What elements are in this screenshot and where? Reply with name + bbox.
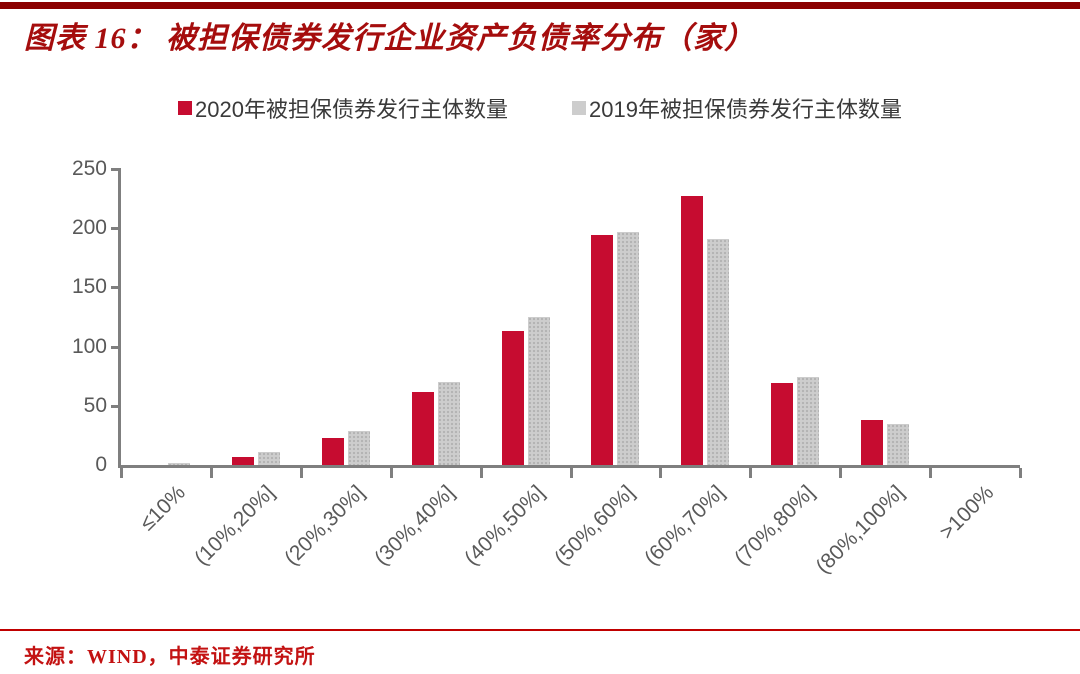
bar-group: [571, 169, 661, 465]
y-tick-label: 150: [71, 275, 107, 299]
bar: [861, 420, 884, 465]
x-tick-label: ≤10%: [135, 481, 190, 536]
x-tick-mark: [479, 468, 483, 478]
bar-group: [121, 169, 211, 465]
x-tick-mark: [929, 468, 933, 478]
source-note: 来源：WIND，中泰证券研究所: [24, 646, 316, 668]
x-tick-mark: [209, 468, 213, 478]
y-tick-mark: [111, 286, 121, 290]
y-tick-label: 50: [83, 393, 107, 417]
figure-title: 图表 16： 被担保债券发行企业资产负债率分布（家）: [24, 22, 755, 55]
bar: [437, 382, 460, 465]
x-tick-mark: [659, 468, 663, 478]
bar: [411, 391, 434, 465]
legend-swatch-icon: [178, 101, 193, 115]
bar: [887, 423, 910, 465]
bar: [167, 462, 190, 465]
legend-label: 2020年被担保债券发行主体数量: [195, 97, 508, 122]
legend-label: 2019年被担保债券发行主体数量: [589, 97, 902, 122]
x-tick-label: >100%: [935, 481, 999, 544]
x-label-cell: (80%,100%]: [811, 475, 930, 615]
bar: [797, 377, 820, 465]
bar-group: [930, 169, 1020, 465]
bar: [617, 231, 640, 465]
bar-group: [840, 169, 930, 465]
legend-swatch-icon: [572, 101, 586, 115]
y-tick-label: 200: [71, 216, 107, 240]
bar-group: [391, 169, 481, 465]
bar-group: [750, 169, 840, 465]
y-tick-mark: [111, 404, 121, 408]
legend: 2020年被担保债券发行主体数量 2019年被担保债券发行主体数量: [0, 92, 1080, 124]
bar: [707, 238, 730, 465]
legend-item-2019: 2019年被担保债券发行主体数量: [572, 92, 902, 124]
bar: [771, 383, 794, 465]
bar: [591, 235, 614, 465]
y-tick-mark: [111, 168, 121, 171]
x-tick-mark: [389, 468, 393, 478]
y-tick-label: 100: [71, 334, 107, 358]
x-axis-labels: ≤10% (10%,20%] (20%,30%] (30%,40%] (40%,50%]…: [121, 475, 1020, 615]
x-tick-mark: [1019, 468, 1022, 478]
y-tick-mark: [111, 227, 121, 231]
y-tick-mark: [111, 345, 121, 349]
bottom-rule-line: [0, 629, 1080, 631]
x-tick-mark: [839, 468, 843, 478]
x-tick-mark: [569, 468, 573, 478]
bar-group: [211, 169, 301, 465]
bar: [257, 451, 280, 465]
legend-item-2020: 2020年被担保债券发行主体数量: [178, 92, 508, 124]
bar: [321, 437, 344, 465]
bar: [231, 456, 254, 465]
bar-group: [660, 169, 750, 465]
bar: [527, 317, 550, 465]
x-label-cell: >100%: [930, 475, 1020, 615]
plot-area: ≤10% (10%,20%] (20%,30%] (30%,40%] (40%,50%]…: [72, 157, 1022, 578]
x-tick-mark: [749, 468, 753, 478]
x-tick-mark: [120, 468, 123, 478]
bar: [347, 430, 370, 465]
y-tick-label: 250: [71, 157, 107, 180]
bar-group: [481, 169, 571, 465]
bar: [681, 196, 704, 465]
top-rule-line: [0, 2, 1080, 9]
bar-group: [301, 169, 391, 465]
x-tick-mark: [299, 468, 303, 478]
y-tick-label: 0: [95, 453, 107, 476]
bar: [501, 331, 524, 465]
bar-groups: [121, 169, 1020, 465]
